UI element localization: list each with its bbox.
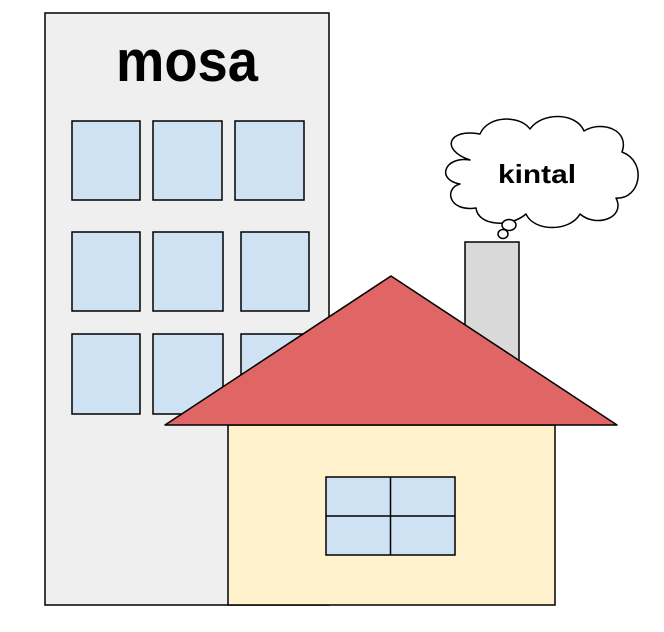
building-window [152,120,223,201]
thought-dot-large [501,218,517,232]
building-window [71,231,141,312]
office-building: mosa [44,12,330,606]
building-window [152,231,224,312]
building-window [234,120,305,201]
house [164,275,618,606]
thought-bubble: kintal [444,115,639,240]
thought-dot-small [497,228,509,240]
thought-label: kintal [498,159,576,189]
building-window [240,231,310,312]
building-window [71,333,141,415]
thought-cloud [444,115,639,229]
building-label: mosa [116,29,259,94]
house-roof [164,275,618,426]
house-window [325,476,456,556]
building-window [71,120,141,201]
